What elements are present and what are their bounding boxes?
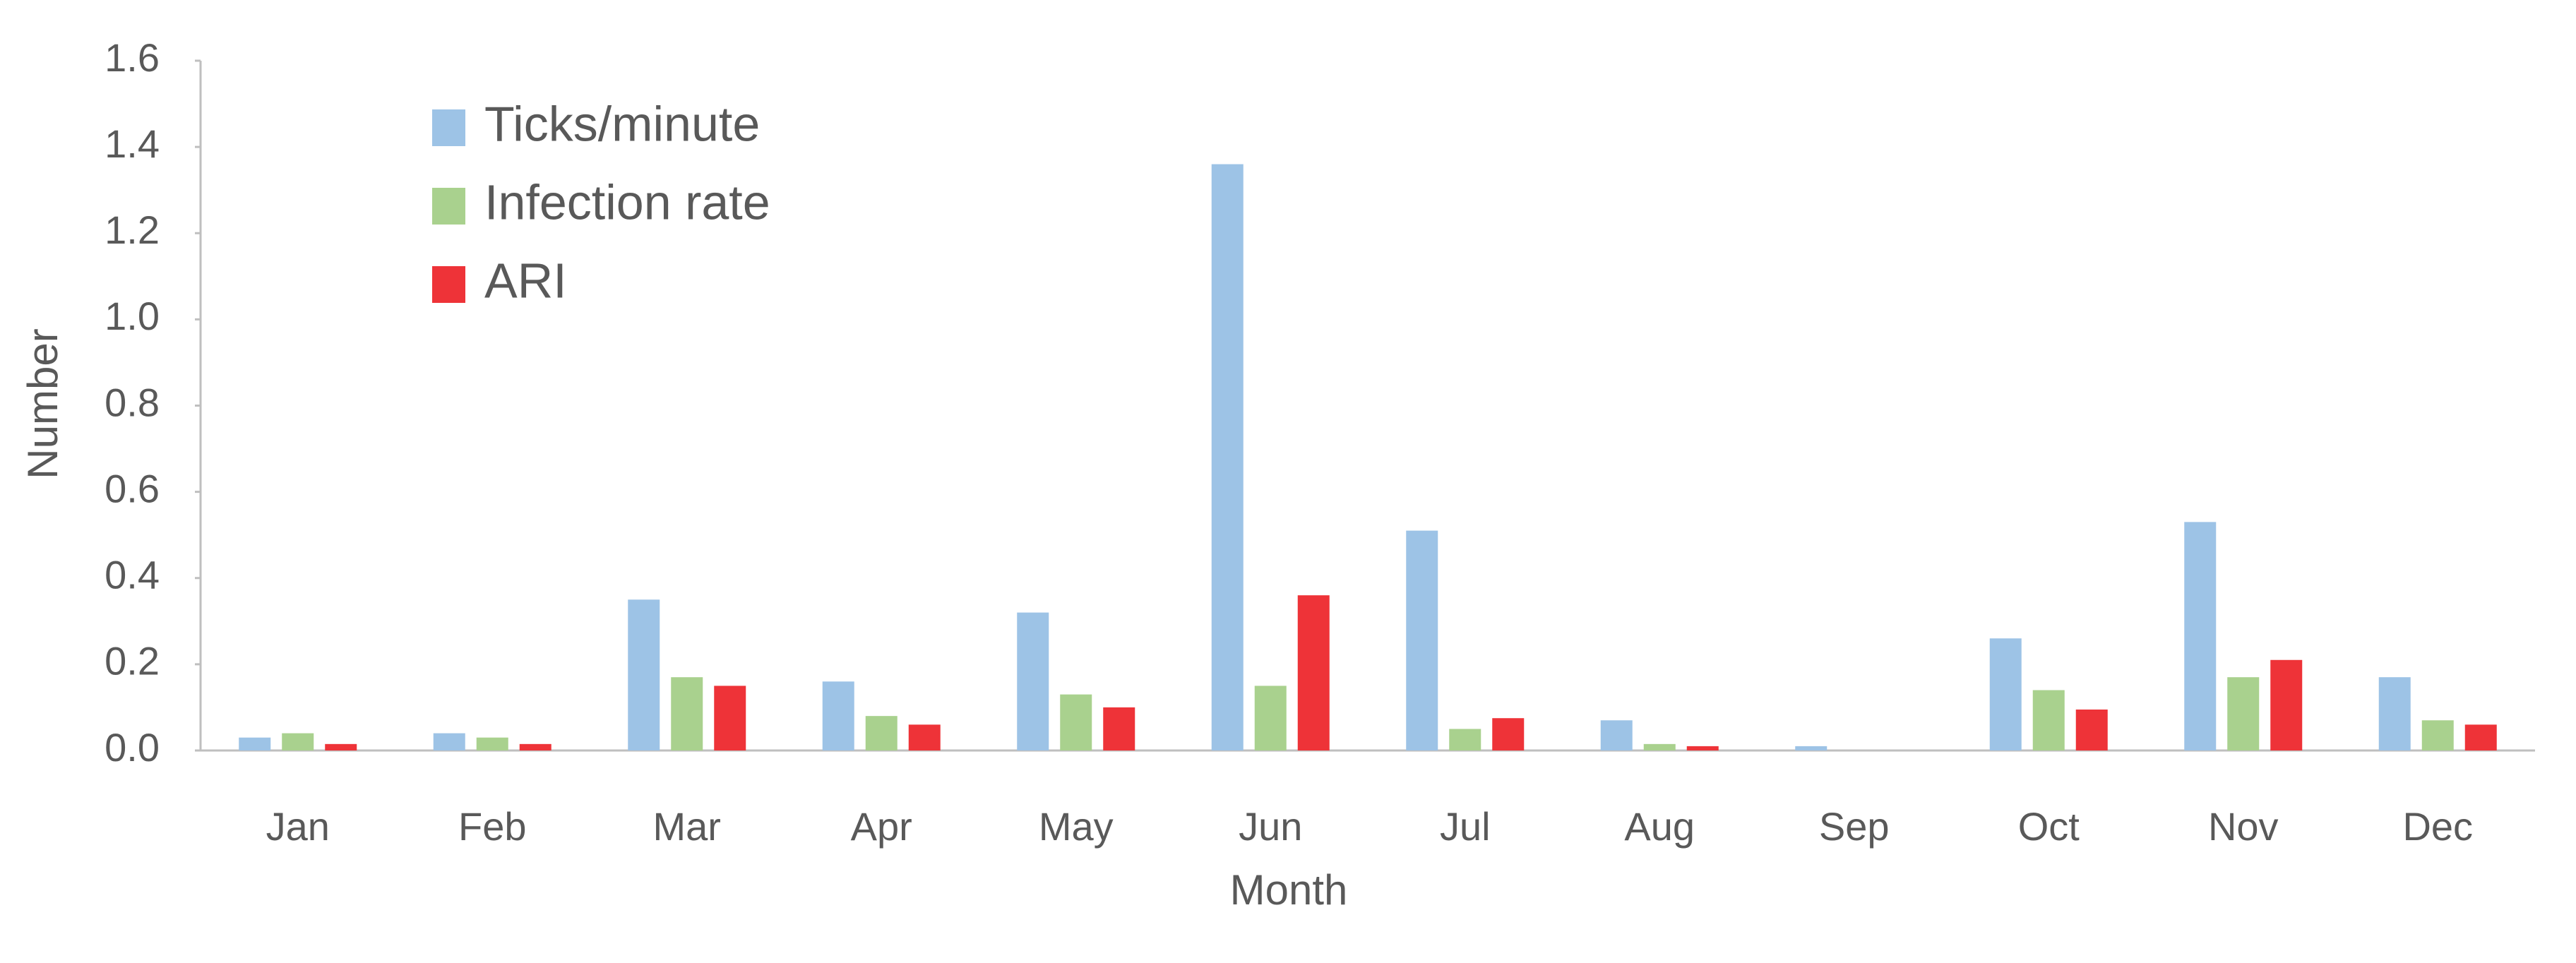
bar bbox=[1060, 694, 1092, 750]
x-tick-label: May bbox=[1039, 804, 1114, 849]
x-tick-label: Jun bbox=[1239, 804, 1302, 849]
legend-label: ARI bbox=[484, 253, 567, 308]
bar bbox=[2075, 709, 2108, 750]
bar bbox=[1211, 164, 1244, 751]
bar bbox=[519, 743, 551, 750]
bar bbox=[282, 733, 314, 750]
legend-label: Ticks/minute bbox=[484, 96, 760, 151]
bar bbox=[628, 599, 660, 750]
x-tick-label: Jul bbox=[1440, 804, 1491, 849]
bar bbox=[1643, 743, 1676, 750]
bar bbox=[714, 686, 746, 750]
bar bbox=[671, 677, 703, 750]
bar bbox=[476, 737, 508, 750]
bar bbox=[1254, 686, 1287, 750]
bar bbox=[865, 716, 898, 750]
y-tick-label: 0.0 bbox=[105, 725, 160, 770]
x-tick-label: Mar bbox=[653, 804, 721, 849]
bar bbox=[2464, 724, 2497, 750]
y-tick-label: 1.6 bbox=[105, 35, 160, 80]
legend-swatch bbox=[432, 266, 465, 303]
x-tick-label: Aug bbox=[1624, 804, 1695, 849]
x-tick-label: Nov bbox=[2208, 804, 2279, 849]
y-tick-label: 0.2 bbox=[105, 639, 160, 683]
bar bbox=[325, 743, 357, 750]
x-tick-label: Apr bbox=[851, 804, 912, 849]
bar bbox=[2184, 522, 2217, 750]
x-tick-label: Jan bbox=[266, 804, 330, 849]
bar bbox=[2421, 720, 2454, 750]
bar bbox=[908, 724, 941, 750]
y-tick-label: 1.0 bbox=[105, 294, 160, 338]
bar bbox=[1795, 746, 1827, 750]
bar bbox=[1297, 595, 1330, 750]
bar bbox=[2270, 659, 2303, 750]
bar bbox=[1989, 638, 2022, 750]
y-tick-label: 0.4 bbox=[105, 553, 160, 597]
bar bbox=[1449, 729, 1481, 750]
bar bbox=[1017, 612, 1049, 750]
y-tick-label: 1.4 bbox=[105, 121, 160, 166]
bar bbox=[2227, 677, 2260, 750]
x-axis-title: Month bbox=[1230, 866, 1348, 914]
bar bbox=[2032, 690, 2065, 750]
x-tick-label: Feb bbox=[458, 804, 527, 849]
y-axis-title: Number bbox=[19, 328, 66, 479]
x-tick-label: Sep bbox=[1819, 804, 1890, 849]
bar bbox=[2378, 677, 2411, 750]
legend-label: Infection rate bbox=[484, 174, 770, 229]
bar bbox=[1600, 720, 1633, 750]
bar bbox=[239, 737, 271, 750]
y-tick-label: 1.2 bbox=[105, 208, 160, 252]
bar bbox=[1103, 707, 1135, 750]
bar bbox=[822, 681, 854, 750]
y-tick-label: 0.6 bbox=[105, 466, 160, 510]
x-tick-label: Oct bbox=[2018, 804, 2080, 849]
y-tick-label: 0.8 bbox=[105, 380, 160, 424]
bar bbox=[1406, 530, 1438, 750]
bar bbox=[1686, 746, 1719, 750]
legend-swatch bbox=[432, 109, 465, 146]
bar bbox=[433, 733, 465, 750]
bar bbox=[1492, 718, 1525, 750]
legend-swatch bbox=[432, 188, 465, 225]
x-tick-label: Dec bbox=[2402, 804, 2473, 849]
